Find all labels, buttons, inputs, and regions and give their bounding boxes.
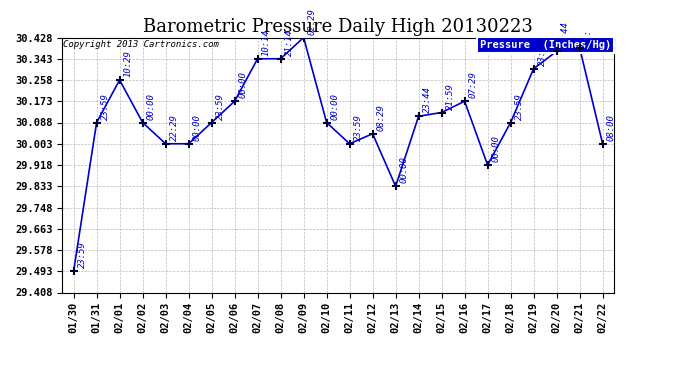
Title: Barometric Pressure Daily High 20130223: Barometric Pressure Daily High 20130223 [143,18,533,36]
Text: 00:00: 00:00 [331,93,339,120]
Text: 23:44: 23:44 [423,87,432,114]
Text: 23:59: 23:59 [515,93,524,120]
Text: Copyright 2013 Cartronics.com: Copyright 2013 Cartronics.com [63,40,219,49]
Text: 23:59: 23:59 [354,114,363,141]
Text: 05:: 05: [584,28,593,45]
Text: 21:59: 21:59 [446,83,455,110]
Text: 22:29: 22:29 [170,114,179,141]
Text: 00:00: 00:00 [492,135,501,162]
Text: 02:29: 02:29 [308,8,317,35]
Text: 00:00: 00:00 [239,72,248,99]
Text: Pressure  (Inches/Hg): Pressure (Inches/Hg) [480,40,611,50]
Text: 00:00: 00:00 [193,114,201,141]
Text: 10:29: 10:29 [124,50,132,77]
Text: 00:00: 00:00 [147,93,156,120]
Text: 23:59: 23:59 [101,93,110,120]
Text: 23:59: 23:59 [216,93,225,120]
Text: 07:29: 07:29 [469,72,477,99]
Text: 21:14: 21:14 [285,29,294,56]
Text: 08:29: 08:29 [377,104,386,131]
Text: 10:14: 10:14 [262,29,270,56]
Text: 23:59: 23:59 [78,242,87,268]
Text: 14:44: 14:44 [561,22,570,48]
Text: 00:00: 00:00 [400,157,408,183]
Text: 23:59: 23:59 [538,39,546,66]
Text: 08:00: 08:00 [607,114,615,141]
